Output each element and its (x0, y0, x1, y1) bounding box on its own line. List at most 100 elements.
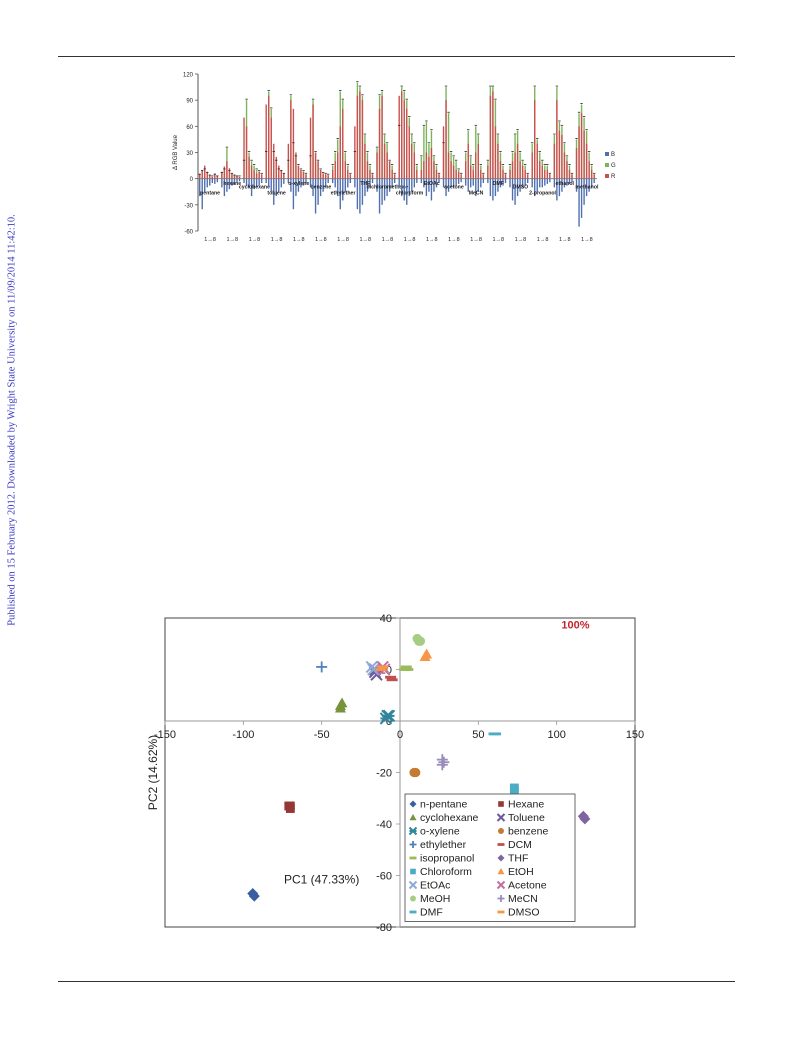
bar-r (435, 169, 438, 179)
bar-r (376, 152, 378, 179)
bar-b (322, 178, 324, 192)
bar-r (359, 91, 361, 179)
bar-r (297, 165, 300, 179)
bar-g (447, 113, 450, 179)
bar-b (324, 178, 327, 188)
bar-b (376, 178, 378, 192)
legend-label: Hexane (508, 799, 544, 811)
bar-b (347, 178, 349, 188)
bar-r (480, 169, 482, 179)
bar-b (371, 178, 374, 184)
bar-b (494, 178, 497, 197)
bar-r (514, 152, 516, 179)
bar-b (295, 178, 297, 197)
bar-b (539, 178, 541, 188)
bar-r (280, 169, 283, 179)
bar-r (492, 91, 494, 179)
category-label: toluene (267, 190, 286, 196)
y-tick-label: 90 (186, 99, 193, 105)
y-tick-label: 0 (190, 177, 194, 183)
bar-b (226, 178, 228, 192)
y-tick-label: 40 (380, 613, 392, 625)
legend-label: B (611, 152, 615, 158)
bar-b (563, 178, 566, 188)
range-label: 1→8 (293, 237, 305, 243)
legend-marker-stroke (408, 880, 418, 890)
y-tick-label: -40 (376, 819, 392, 831)
bar-r (433, 161, 435, 179)
bar-r (442, 126, 445, 179)
bar-r (383, 143, 386, 179)
legend-label: Toluene (508, 812, 545, 824)
bar-r (428, 156, 430, 179)
bar-r (413, 152, 416, 179)
y-tick-label: -60 (184, 230, 193, 236)
bar-b (480, 178, 482, 188)
bar-g (425, 121, 428, 179)
annotation-label: 100% (561, 619, 589, 631)
bar-b (482, 178, 485, 184)
bar-b (420, 178, 423, 184)
bar-r (516, 143, 519, 179)
bar-r (541, 165, 543, 179)
x-tick-label: -50 (314, 729, 330, 741)
bar-b (416, 178, 418, 184)
data-point (382, 709, 396, 723)
bar-b (455, 178, 457, 186)
y-tick-label: 60 (186, 125, 193, 131)
bar-r (361, 100, 364, 179)
bar-r (497, 143, 499, 179)
bar-b (450, 178, 452, 188)
bar-r (248, 156, 250, 179)
bar-r (408, 126, 410, 179)
bar-r (305, 174, 307, 179)
bar-b (580, 178, 583, 218)
footer-rule (58, 981, 735, 982)
bar-r (536, 143, 538, 179)
bar-r (546, 169, 549, 179)
legend-box (404, 793, 576, 922)
bar-r (283, 173, 285, 179)
bar-b (221, 178, 223, 188)
data-point (336, 697, 348, 708)
bar-b (583, 178, 585, 205)
data-point (415, 636, 426, 646)
bar-b (423, 178, 425, 188)
bar-b (268, 178, 270, 188)
bar-b (556, 178, 558, 201)
bar-r (477, 143, 479, 179)
bar-b (502, 178, 504, 186)
bar-r (487, 165, 489, 179)
pca-scatter-chart: -150-100-5005010015040200-20-40-60-80PC2… (135, 612, 655, 934)
bar-b (585, 178, 588, 197)
bar-b (575, 178, 578, 192)
bar-b (290, 178, 292, 192)
category-label: hexane (223, 181, 241, 187)
legend-label: DMSO (508, 907, 540, 919)
bar-r (381, 95, 383, 179)
bar-r (499, 161, 502, 179)
bar-b (593, 178, 595, 184)
bar-b (287, 178, 290, 184)
bar-r (450, 161, 452, 179)
bar-r (566, 161, 568, 179)
bar-b (211, 178, 213, 184)
category-label: DMSO (513, 184, 529, 190)
legend-marker (498, 801, 504, 807)
bar-r (549, 174, 551, 179)
bar-g (420, 156, 423, 179)
bar-r (327, 175, 329, 179)
category-label: ethylether (331, 190, 356, 196)
bar-b (238, 178, 241, 182)
range-label: 1→8 (448, 237, 460, 243)
bar-b (300, 178, 302, 188)
bar-r (314, 152, 317, 179)
bar-b (433, 178, 435, 192)
bar-b (445, 178, 447, 197)
bar-b (411, 178, 413, 192)
bar-b (386, 178, 388, 197)
bar-r (388, 161, 391, 179)
bar-b (457, 178, 460, 184)
bar-b (544, 178, 546, 186)
bar-b (327, 178, 329, 184)
